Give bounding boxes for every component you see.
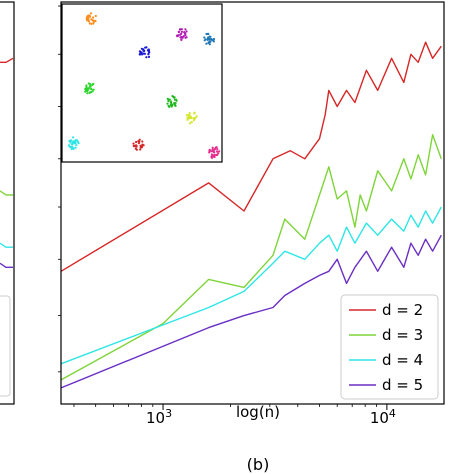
inset-clusters [67, 12, 221, 159]
series-lines [60, 41, 442, 389]
x-axis-label: log(n) [236, 403, 280, 421]
plot-frame [60, 1, 445, 405]
inset-cluster-1 [85, 12, 97, 25]
inset [61, 3, 223, 163]
figure-caption: (b) [247, 455, 270, 474]
inset-cluster-9 [67, 136, 80, 150]
left-panel-line-3 [0, 242, 13, 248]
left-panel-lines [0, 57, 14, 268]
inset-cluster-10 [208, 146, 221, 159]
series-line-1 [60, 41, 442, 272]
left-panel-line-2 [0, 190, 14, 196]
legend: d = 2 d = 3 d = 4 d = 5 [340, 294, 439, 400]
legend-label-1: d = 2 [382, 301, 423, 319]
series-line-3 [60, 206, 442, 365]
inset-frame [61, 3, 223, 163]
x-tick-exponent: 3 [165, 407, 172, 420]
legend-label-3: d = 4 [382, 351, 423, 369]
inset-cluster-4 [138, 46, 151, 59]
inset-cluster-7 [185, 111, 198, 125]
legend-label-2: d = 3 [382, 326, 423, 344]
legend-box [340, 294, 439, 400]
x-tick-label: 104 [370, 407, 396, 427]
legend-label-4: d = 5 [382, 376, 423, 394]
left-panel-line-4 [0, 262, 13, 268]
x-tick-label: 103 [146, 407, 172, 427]
series-line-2 [60, 133, 442, 381]
y-ticks [58, 5, 61, 373]
x-ticks: 103 104 [73, 404, 396, 427]
inset-cluster-8 [132, 138, 145, 151]
inset-cluster-6 [166, 95, 178, 108]
left-panel-frame [0, 1, 15, 405]
inset-cluster-3 [203, 32, 216, 46]
left-panel-legend-box [0, 295, 11, 397]
inset-cluster-2 [176, 28, 188, 42]
left-panel-line-1 [0, 57, 14, 63]
left-panel-partial [0, 1, 15, 405]
inset-cluster-5 [84, 82, 95, 95]
series-line-4 [60, 234, 442, 389]
legend-items: d = 2 d = 3 d = 4 d = 5 [349, 301, 423, 394]
x-tick-exponent: 4 [389, 407, 396, 420]
